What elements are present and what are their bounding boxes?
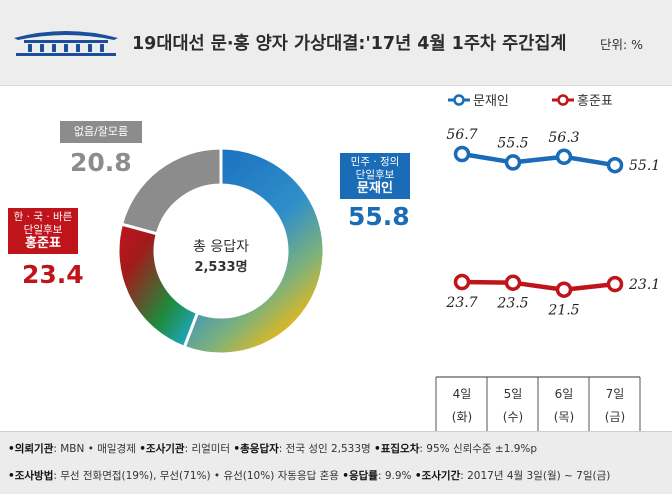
series-line-1 [461,279,616,292]
footer-key: •표집오차 [374,443,420,455]
none-value: 20.8 [70,148,132,177]
hong-name: 홍준표 [25,236,61,251]
footer: •의뢰기관: MBN • 매일경제 •조사기관: 리얼미터 •총응답자: 전국 … [0,431,672,494]
point-1-0 [453,273,471,291]
data-label-0-1: 55.5 [497,135,528,151]
series-line-0 [461,151,616,168]
x-tick-weekday-3: (금) [605,410,625,424]
moon-name: 문재인 [357,181,393,196]
footer-key: •조사기관 [139,443,185,455]
footer-key: •조사방법 [8,470,54,482]
footer-key: •조사기간 [414,470,461,482]
x-tick-day-3: 7일 [606,387,625,401]
x-axis: 4일 (화) 5일 (수) 6일 (목) 7일 (금) [435,376,641,431]
point-0-3 [606,156,624,174]
footer-value: : 95% 신뢰수준 ±1.9%p [419,443,538,455]
x-tick-day-0: 4일 [453,387,472,401]
data-label-1-3: 23.1 [628,277,660,293]
data-label-0-2: 56.3 [548,130,579,146]
donut-slice-none [119,146,223,236]
center-count: 2,533명 [194,260,248,275]
data-label-0-3: 55.1 [629,158,660,174]
hong-role: 단일후보 [23,224,63,236]
header: 19대대선 문·홍 양자 가상대결:'17년 4월 1주차 주간집계 단위: % [0,0,672,86]
moon-label-box: 민주 · 정의 단일후보 문재인 [340,153,410,199]
hong-value: 23.4 [22,260,84,289]
hong-label-box: 한 · 국 · 바른 단일후보 홍준표 [8,208,78,254]
moon-party: 민주 · 정의 [350,156,400,168]
footer-value: : 무선 전화면접(19%), 무선(71%) • 유선(10%) 자동응답 혼… [53,470,343,482]
point-0-1 [504,154,522,171]
footer-value: : 리얼미터 [184,443,234,455]
line-chart: 문재인 홍준표 56.7 55.5 56.3 55.1 23.7 23.5 21.5 23.1 [445,94,660,319]
point-1-1 [504,274,522,291]
footer-line-1: •의뢰기관: MBN • 매일경제 •조사기관: 리얼미터 •총응답자: 전국 … [8,441,537,456]
x-tick-day-1: 5일 [504,387,523,401]
none-label-box: 없음/잘모름 [60,121,142,143]
legend-marker-0 [453,94,465,106]
point-0-2 [555,148,573,166]
x-tick-day-2: 6일 [555,387,574,401]
point-1-3 [606,275,624,293]
blue-house-logo-icon [14,31,118,56]
footer-key: •총응답자 [233,443,279,455]
footer-key: •의뢰기관 [8,443,54,455]
none-label: 없음/잘모름 [73,125,129,138]
legend-label-1: 홍준표 [577,94,613,109]
data-label-0-0: 56.7 [446,127,477,143]
data-label-1-2: 21.5 [547,303,579,319]
donut-chart [116,146,326,356]
point-0-0 [453,145,471,163]
unit-label: 단위: % [600,37,644,52]
main-panel: 문재인 홍준표 56.7 55.5 56.3 55.1 23.7 23.5 21.5 23.1 4… [0,86,672,431]
legend-marker-1 [557,94,569,106]
data-label-1-1: 23.5 [496,296,528,312]
moon-value: 55.8 [348,202,410,231]
page-title: 19대대선 문·홍 양자 가상대결:'17년 4월 1주차 주간집계 [132,34,567,54]
x-tick-weekday-1: (수) [503,410,523,424]
x-tick-weekday-0: (화) [452,410,472,424]
footer-value: : 9.9% [377,470,415,482]
footer-value: : 2017년 4월 3일(월) ~ 7일(금) [460,470,611,482]
footer-key: •응답률 [342,470,378,482]
footer-line-2: •조사방법: 무선 전화면접(19%), 무선(71%) • 유선(10%) 자… [8,468,610,483]
legend-label-0: 문재인 [473,94,509,109]
donut-slice-moon [182,146,326,356]
footer-value: : MBN • 매일경제 [53,443,140,455]
moon-role: 단일후보 [355,169,395,181]
chart-canvas: 문재인 홍준표 56.7 55.5 56.3 55.1 23.7 23.5 21.5 23.1 4… [116,94,660,431]
point-1-2 [555,281,573,298]
x-tick-weekday-2: (목) [554,410,574,424]
donut-hole [156,186,286,316]
data-label-1-0: 23.7 [445,295,477,311]
center-label: 총 응답자 [193,239,249,255]
hong-party: 한 · 국 · 바른 [13,211,73,223]
footer-value: : 전국 성인 2,533명 [278,443,375,455]
